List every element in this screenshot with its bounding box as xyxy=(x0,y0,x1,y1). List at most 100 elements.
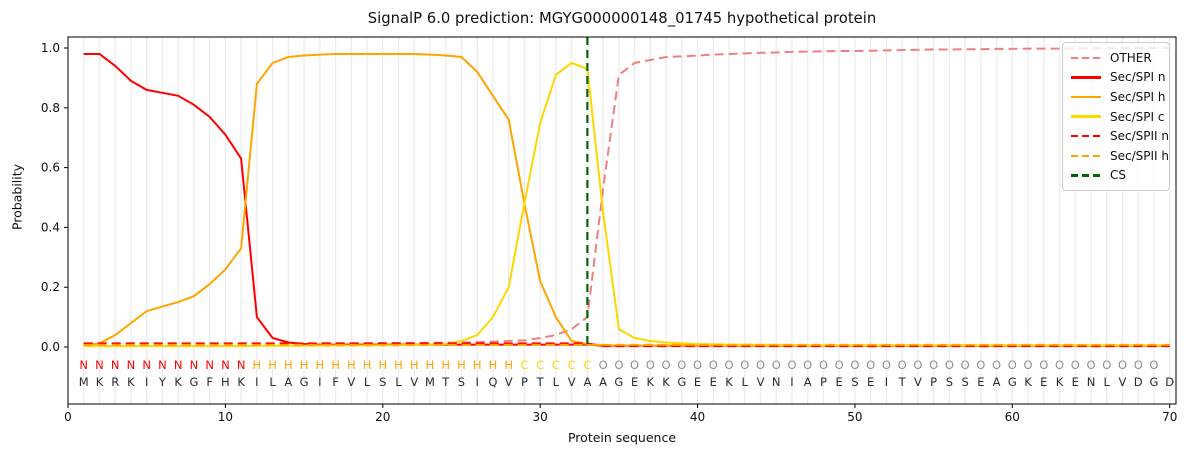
svg-text:C: C xyxy=(568,358,576,372)
svg-text:K: K xyxy=(127,375,135,389)
svg-text:0.8: 0.8 xyxy=(41,101,60,115)
svg-text:H: H xyxy=(394,358,403,372)
svg-text:E: E xyxy=(1040,375,1047,389)
svg-text:K: K xyxy=(96,375,104,389)
svg-text:H: H xyxy=(268,358,277,372)
svg-text:N: N xyxy=(142,358,151,372)
svg-text:O: O xyxy=(614,358,623,372)
svg-text:O: O xyxy=(1102,358,1111,372)
svg-text:N: N xyxy=(111,358,120,372)
svg-text:O: O xyxy=(898,358,907,372)
svg-text:N: N xyxy=(237,358,246,372)
legend-item-sec-spii-n: Sec/SPII n xyxy=(1071,126,1169,146)
svg-text:30: 30 xyxy=(533,410,548,424)
svg-text:I: I xyxy=(885,375,888,389)
legend-line-swatch xyxy=(1071,174,1101,177)
svg-text:P: P xyxy=(930,375,937,389)
svg-text:0.6: 0.6 xyxy=(41,161,60,175)
legend-item-label: CS xyxy=(1110,168,1126,183)
svg-text:O: O xyxy=(1008,358,1017,372)
svg-text:L: L xyxy=(395,375,402,389)
svg-text:H: H xyxy=(253,358,262,372)
svg-text:E: E xyxy=(867,375,874,389)
legend-item-label: OTHER xyxy=(1110,50,1152,65)
svg-text:E: E xyxy=(977,375,984,389)
svg-text:E: E xyxy=(836,375,843,389)
svg-text:N: N xyxy=(221,358,230,372)
svg-text:N: N xyxy=(79,358,88,372)
svg-text:K: K xyxy=(647,375,655,389)
svg-text:1.0: 1.0 xyxy=(41,41,60,55)
svg-text:N: N xyxy=(190,358,199,372)
svg-text:K: K xyxy=(1024,375,1032,389)
svg-text:N: N xyxy=(127,358,136,372)
svg-text:H: H xyxy=(221,375,230,389)
svg-text:C: C xyxy=(520,358,528,372)
svg-text:H: H xyxy=(347,358,356,372)
svg-text:O: O xyxy=(1118,358,1127,372)
svg-text:O: O xyxy=(835,358,844,372)
svg-text:I: I xyxy=(255,375,258,389)
legend-line-swatch xyxy=(1071,115,1101,118)
series-line-other xyxy=(83,47,1170,345)
svg-text:O: O xyxy=(1071,358,1080,372)
svg-text:A: A xyxy=(804,375,812,389)
svg-text:O: O xyxy=(772,358,781,372)
svg-text:O: O xyxy=(724,358,733,372)
legend-line-swatch xyxy=(1071,76,1101,79)
svg-text:I: I xyxy=(476,375,479,389)
legend-item-sec-spi-h: Sec/SPI h xyxy=(1071,87,1165,107)
svg-text:P: P xyxy=(820,375,827,389)
svg-text:S: S xyxy=(946,375,953,389)
legend-item-other: OTHER xyxy=(1071,48,1161,68)
svg-text:H: H xyxy=(489,358,498,372)
svg-text:C: C xyxy=(583,358,591,372)
legend: OTHER Sec/SPI n Sec/SPI h Sec/SPI c Sec/SPII… xyxy=(1062,42,1170,192)
svg-text:N: N xyxy=(772,375,781,389)
svg-text:F: F xyxy=(206,375,213,389)
svg-text:20: 20 xyxy=(375,410,390,424)
svg-text:O: O xyxy=(693,358,702,372)
svg-text:O: O xyxy=(630,358,639,372)
x-axis-ticks: 0 10 20 30 40 50 60 70 xyxy=(64,404,1177,424)
svg-text:I: I xyxy=(790,375,793,389)
svg-text:H: H xyxy=(457,358,466,372)
legend-item-sec-spii-h: Sec/SPII h xyxy=(1071,146,1169,166)
svg-text:H: H xyxy=(473,358,482,372)
svg-text:N: N xyxy=(95,358,104,372)
svg-text:G: G xyxy=(300,375,309,389)
svg-text:A: A xyxy=(284,375,292,389)
svg-text:N: N xyxy=(205,358,214,372)
legend-item-label: Sec/SPI n xyxy=(1110,70,1166,85)
svg-text:T: T xyxy=(441,375,450,389)
svg-text:O: O xyxy=(961,358,970,372)
legend-item-sec-spi-n: Sec/SPI n xyxy=(1071,68,1165,88)
svg-text:E: E xyxy=(1072,375,1079,389)
svg-text:H: H xyxy=(300,358,309,372)
svg-text:H: H xyxy=(410,358,419,372)
series-line-sec-spi-h xyxy=(83,53,1170,347)
svg-text:0.4: 0.4 xyxy=(41,220,60,234)
legend-line-swatch xyxy=(1071,56,1101,59)
svg-text:O: O xyxy=(913,358,922,372)
svg-text:G: G xyxy=(614,375,623,389)
legend-item-label: Sec/SPI c xyxy=(1110,109,1165,124)
svg-text:S: S xyxy=(851,375,858,389)
svg-text:O: O xyxy=(787,358,796,372)
plot-border xyxy=(67,36,1177,405)
svg-text:H: H xyxy=(426,358,435,372)
svg-text:Q: Q xyxy=(488,375,497,389)
svg-text:O: O xyxy=(866,358,875,372)
svg-text:O: O xyxy=(945,358,954,372)
svg-text:V: V xyxy=(568,375,576,389)
svg-text:O: O xyxy=(976,358,985,372)
svg-text:K: K xyxy=(662,375,670,389)
svg-text:V: V xyxy=(914,375,922,389)
svg-text:40: 40 xyxy=(690,410,705,424)
svg-text:H: H xyxy=(331,358,340,372)
svg-text:P: P xyxy=(521,375,528,389)
svg-text:O: O xyxy=(850,358,859,372)
svg-text:O: O xyxy=(677,358,686,372)
